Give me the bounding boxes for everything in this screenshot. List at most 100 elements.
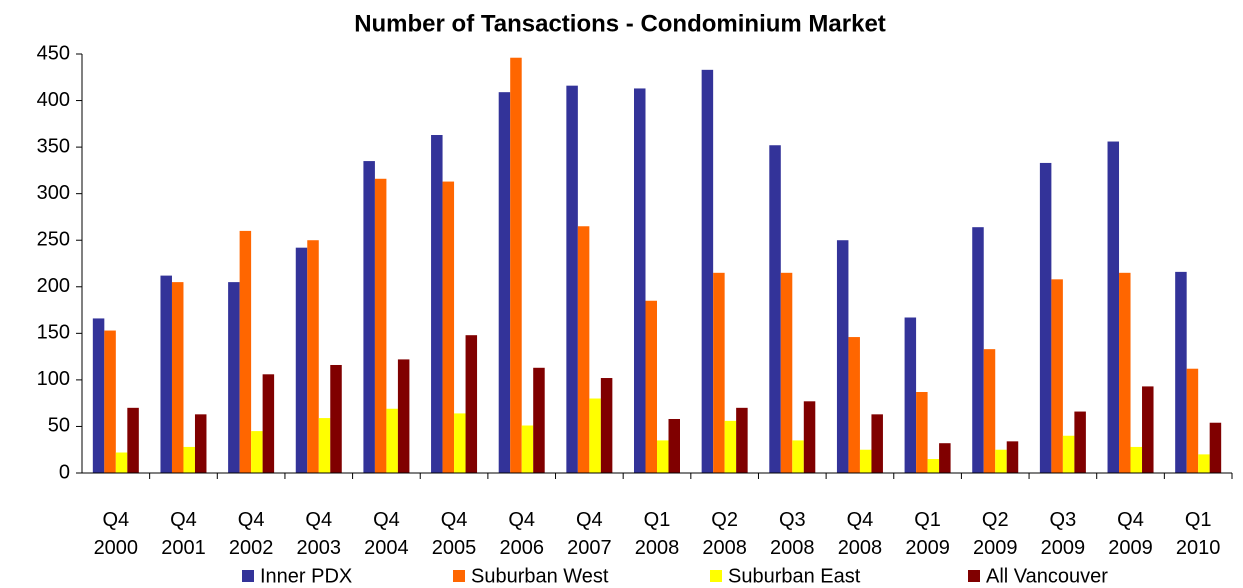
y-tick-label: 300 [37,182,70,204]
bar [1119,272,1131,473]
legend-label: Suburban East [728,565,861,587]
bar [330,364,342,473]
bar [668,418,680,473]
y-tick-label: 150 [37,322,70,344]
bar [859,449,872,473]
x-tick-label: Q4 2008 [837,509,883,559]
bar [589,398,601,473]
bar [183,446,195,473]
bar [1074,411,1086,473]
x-tick-label: Q3 2009 [1040,509,1086,559]
bar [1039,162,1052,473]
bar [1198,454,1210,473]
x-tick-label: Q2 2008 [702,509,747,559]
x-tick-label: Q2 2009 [972,509,1018,559]
legend-swatch [968,570,980,582]
bar [386,408,398,473]
bar [239,230,252,473]
bar [510,57,522,473]
bar [657,440,669,473]
bar [1130,446,1143,473]
bar [318,418,331,473]
bar [780,272,793,473]
legend-label: All Vancouver [986,565,1108,587]
bar [171,282,184,473]
y-tick-label: 200 [37,275,70,297]
bar [713,272,725,473]
bar [442,181,455,473]
y-tick-label: 350 [37,135,70,157]
bar [454,413,466,473]
bar [577,226,590,473]
y-tick-label: 400 [37,89,70,111]
bar [104,330,116,473]
x-tick-label: Q4 2009 [1108,509,1153,559]
bar [295,247,308,473]
bar [115,452,128,473]
bar [871,414,883,473]
bar [498,92,511,474]
legend-label: Suburban West [471,565,609,587]
x-tick-label: Q3 2008 [770,509,815,559]
bar [972,227,984,473]
bar [194,414,207,473]
bar [566,85,578,473]
x-tick-label: Q4 2001 [161,509,206,559]
bar [431,135,443,474]
bar [521,425,534,473]
bar [701,69,714,473]
x-tick-label: Q1 2008 [634,509,680,559]
bar [983,349,996,473]
bar [1051,279,1063,473]
bar [1062,435,1075,473]
bar [1107,141,1120,473]
bar [533,367,545,473]
x-tick-label: Q4 2005 [431,509,477,559]
y-tick-label: 450 [37,42,70,64]
bar [904,317,917,473]
bar [307,240,319,473]
bar [1209,422,1222,473]
x-tick-label: Q1 2009 [905,509,950,559]
x-tick-label: Q4 2007 [567,509,612,559]
bar [262,374,275,473]
bar [645,300,657,473]
bar [848,337,860,473]
legend-swatch [710,570,722,582]
bar [939,443,951,473]
x-tick-label: Q1 2010 [1175,509,1221,559]
bar [927,459,940,473]
y-tick-label: 100 [37,368,70,390]
bar [836,240,849,473]
bar [792,440,804,473]
y-tick-label: 0 [59,461,70,483]
bar [251,431,263,473]
legend-swatch [242,570,254,582]
y-tick-label: 50 [48,415,70,437]
bar [228,282,240,473]
bar [995,449,1007,473]
x-tick-label: Q4 2004 [364,509,409,559]
bar [769,145,781,473]
bar [916,391,928,473]
bar [92,318,105,473]
bar [374,178,387,473]
bar [600,378,613,473]
x-tick-label: Q4 2006 [499,509,544,559]
bar [465,335,478,473]
bar [1006,441,1019,473]
bar [634,88,646,473]
legend-label: Inner PDX [260,565,352,587]
bar [803,401,816,473]
chart-title: Number of Tansactions - Condominium Mark… [354,10,886,37]
bar [397,359,410,473]
y-tick-label: 250 [37,229,70,251]
bar [363,161,375,474]
x-tick-label: Q4 2003 [296,509,342,559]
bar [1142,386,1154,473]
bar [1175,271,1187,473]
bar [1186,368,1199,473]
bar [724,420,737,473]
